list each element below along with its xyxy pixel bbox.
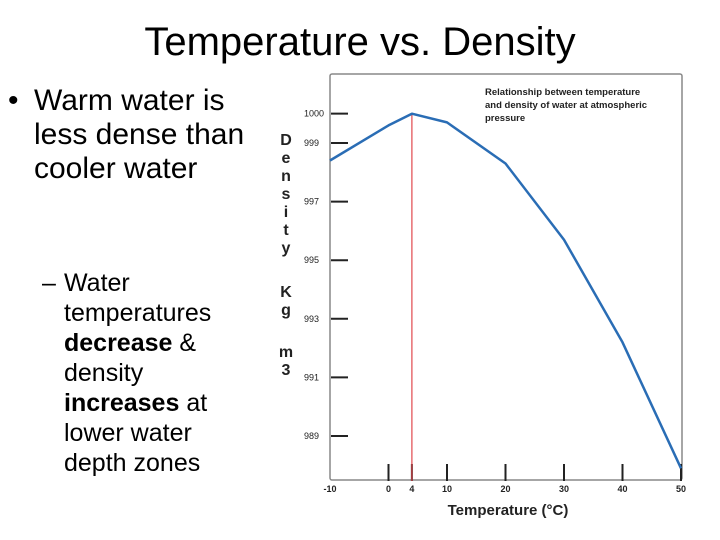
y-tick-label: 991 [304, 372, 319, 382]
slide-title: Temperature vs. Density [144, 20, 576, 64]
x-tick-label: 30 [559, 484, 569, 494]
x-tick-label: 50 [676, 484, 686, 494]
y-axis-label-letter: K [280, 284, 292, 301]
y-axis-label-letter: g [281, 302, 291, 319]
y-tick-label: 999 [304, 138, 319, 148]
y-tick-label: 1000 [304, 109, 324, 119]
x-axis-label: Temperature (°C) [448, 502, 569, 519]
x-tick-label: 20 [500, 484, 510, 494]
y-axis-label-letter: m [278, 344, 294, 361]
y-axis-label-letter: n [281, 168, 291, 185]
sub-text-bold-increases: increases [64, 389, 180, 417]
y-axis-label-letter: i [283, 204, 289, 221]
y-axis-label-letter: e [281, 150, 291, 167]
density-series-line [329, 112, 683, 469]
plot-frame [329, 73, 683, 481]
chart-title-line: Relationship between temperature [485, 87, 640, 98]
x-tick-label: -10 [323, 484, 336, 494]
sub-bullet-marker: – [42, 269, 56, 297]
y-axis-label-letter: y [281, 240, 291, 257]
bullet-marker: • [8, 84, 19, 117]
bullet-sub-text: Water temperatures decrease & density in… [64, 268, 244, 478]
y-tick-label: 997 [304, 197, 319, 207]
y-axis-label-letter: t [283, 222, 289, 239]
bullet-main-text: Warm water is less dense than cooler wat… [34, 84, 245, 185]
sub-text-part: & density [64, 329, 197, 387]
y-axis-label-letter: D [280, 132, 292, 149]
y-tick-label: 993 [304, 314, 319, 324]
chart-title-line: pressure [485, 113, 525, 124]
x-tick-label: 4 [409, 484, 414, 494]
chart-title-line: and density of water at atmospheric [485, 100, 647, 111]
sub-text-part: Water temperatures [64, 269, 212, 327]
sub-text-bold-decrease: decrease [64, 329, 173, 357]
y-tick-label: 995 [304, 255, 319, 265]
x-tick-label: 0 [386, 484, 391, 494]
y-tick-label: 989 [304, 431, 319, 441]
y-axis-label-letter: s [281, 186, 291, 203]
x-tick-label: 10 [442, 484, 452, 494]
sub-text-part: at lower water depth zones [64, 389, 208, 477]
x-tick-label: 40 [617, 484, 627, 494]
y-axis-label-letter: 3 [281, 362, 291, 379]
